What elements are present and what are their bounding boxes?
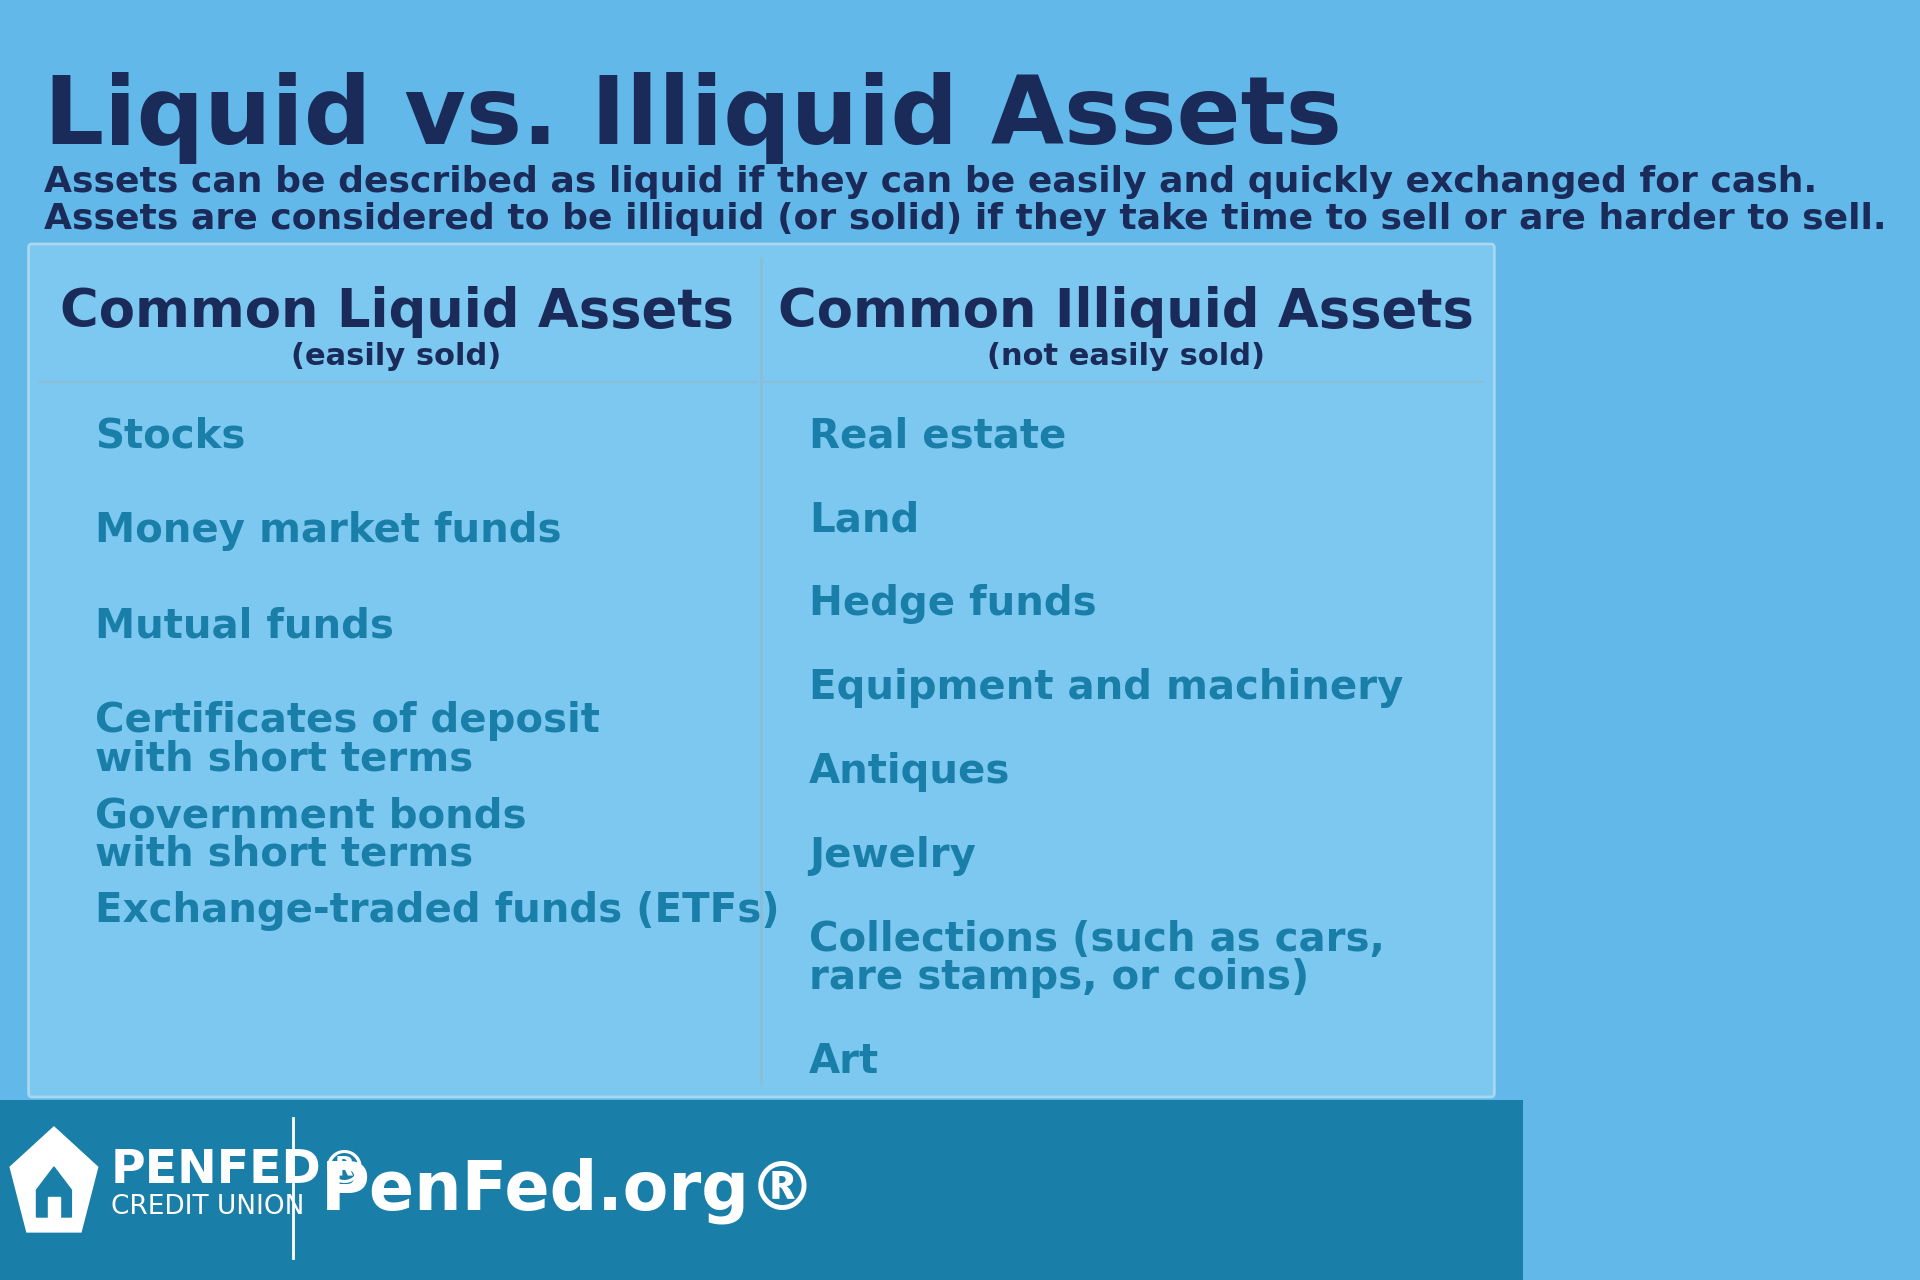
Text: PENFED®: PENFED®: [111, 1148, 369, 1193]
Text: Assets can be described as liquid if they can be easily and quickly exchanged fo: Assets can be described as liquid if the…: [44, 165, 1816, 198]
Text: Certificates of deposit: Certificates of deposit: [96, 701, 601, 741]
Text: Collections (such as cars,: Collections (such as cars,: [808, 920, 1384, 960]
FancyBboxPatch shape: [29, 244, 1494, 1097]
Text: Antiques: Antiques: [808, 753, 1010, 792]
Text: Mutual funds: Mutual funds: [96, 605, 394, 646]
Text: Hedge funds: Hedge funds: [808, 584, 1096, 625]
Text: Common Illiquid Assets: Common Illiquid Assets: [778, 285, 1475, 338]
Text: with short terms: with short terms: [96, 739, 474, 780]
Polygon shape: [10, 1126, 98, 1231]
Text: Jewelry: Jewelry: [808, 836, 975, 876]
Text: rare stamps, or coins): rare stamps, or coins): [808, 957, 1309, 998]
Text: CREDIT UNION: CREDIT UNION: [111, 1194, 305, 1220]
Text: Common Liquid Assets: Common Liquid Assets: [60, 285, 733, 338]
Text: (not easily sold): (not easily sold): [987, 342, 1265, 371]
Text: Assets are considered to be illiquid (or solid) if they take time to sell or are: Assets are considered to be illiquid (or…: [44, 202, 1885, 236]
Text: Equipment and machinery: Equipment and machinery: [808, 668, 1404, 708]
Text: Liquid vs. Illiquid Assets: Liquid vs. Illiquid Assets: [44, 72, 1342, 164]
Text: Money market funds: Money market funds: [96, 511, 563, 550]
Polygon shape: [36, 1167, 71, 1217]
Text: PenFed.org®: PenFed.org®: [321, 1158, 818, 1225]
Text: Government bonds: Government bonds: [96, 796, 526, 836]
Text: Exchange-traded funds (ETFs): Exchange-traded funds (ETFs): [96, 891, 780, 931]
Text: Stocks: Stocks: [96, 416, 246, 456]
Polygon shape: [48, 1197, 60, 1217]
Text: with short terms: with short terms: [96, 835, 474, 874]
Text: Land: Land: [808, 500, 920, 540]
Text: (easily sold): (easily sold): [292, 342, 501, 371]
Text: Art: Art: [808, 1042, 879, 1082]
Text: Real estate: Real estate: [808, 416, 1066, 456]
Bar: [0, 1100, 1523, 1280]
